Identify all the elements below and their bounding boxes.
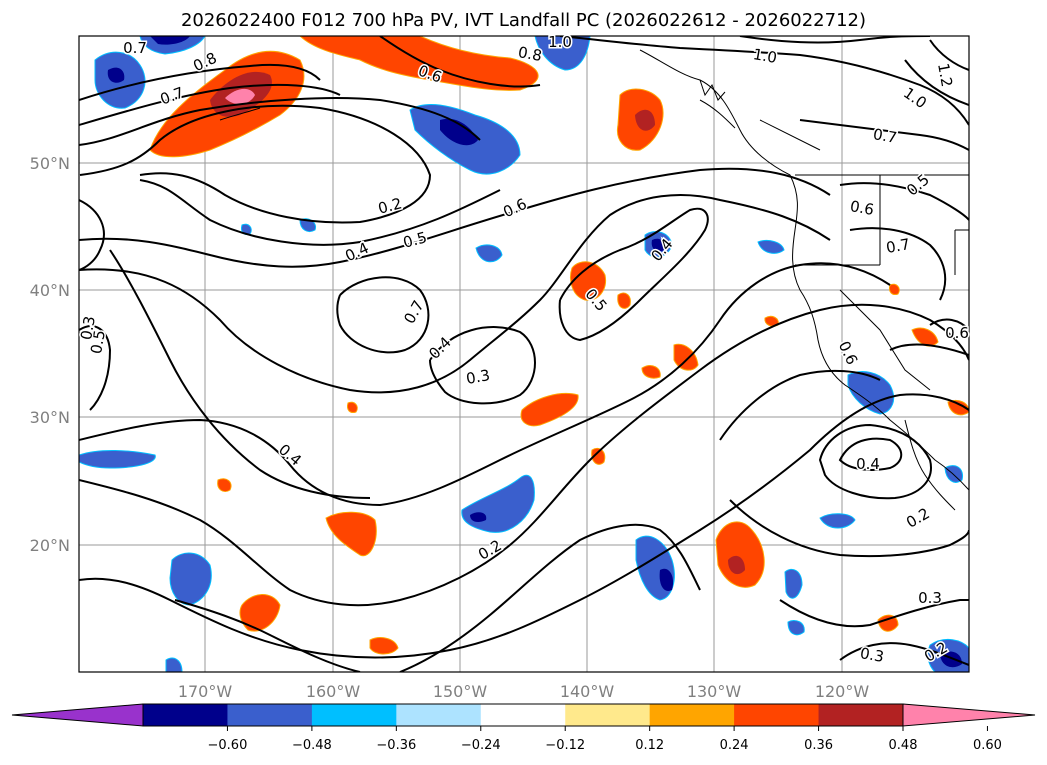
negative-core	[440, 118, 478, 146]
positive-patch	[325, 511, 377, 557]
contour-label: 0.3	[918, 589, 942, 607]
contour-label: 0.5	[87, 329, 109, 356]
colorbar-tick-label: −0.36	[376, 738, 416, 753]
negative-patch	[169, 552, 212, 606]
positive-patch	[217, 478, 232, 493]
colorbar-tick-labels: −0.60 −0.48 −0.36 −0.24 −0.12 0.12 0.24 0.36 0.4…	[208, 726, 1002, 753]
contour-label: 0.3	[859, 644, 886, 666]
negative-core	[470, 512, 487, 523]
negative-patch	[787, 619, 805, 636]
lon-label: 160°W	[306, 682, 361, 701]
colorbar	[11, 703, 1036, 727]
lon-label: 150°W	[433, 682, 488, 701]
positive-patch	[369, 637, 399, 655]
plot-title: 2026022400 F012 700 hPa PV, IVT Landfall…	[180, 10, 867, 31]
colorbar-tick-label: −0.12	[545, 738, 585, 753]
contour-label: 1.0	[548, 33, 572, 51]
positive-patch	[617, 292, 631, 309]
contour-label: 0.8	[517, 43, 544, 65]
colorbar-extend-high	[902, 703, 1036, 727]
colorbar-segment	[396, 704, 482, 726]
pv-contours	[79, 36, 969, 672]
lon-label: 120°W	[815, 682, 870, 701]
contour-label: 0.4	[856, 455, 880, 473]
negative-patch	[475, 244, 503, 263]
contour-label: 1.2	[934, 62, 956, 89]
colorbar-segment	[818, 704, 904, 726]
colorbar-segment	[311, 704, 397, 726]
coastlines	[219, 49, 969, 511]
colorbar-segment	[227, 704, 313, 726]
colorbar-tick-label: 0.24	[720, 738, 749, 753]
map-frame	[78, 35, 970, 673]
lat-label: 50°N	[30, 154, 70, 173]
colorbar-tick-label: 0.60	[973, 738, 1002, 753]
negative-core	[150, 36, 190, 45]
colorbar-tick-label: −0.24	[461, 738, 501, 753]
negative-patch	[819, 513, 856, 529]
colorbar-tick-label: −0.60	[208, 738, 248, 753]
positive-patch	[947, 399, 969, 416]
negative-patch	[534, 36, 591, 71]
latitude-labels: 50°N 40°N 30°N 20°N	[30, 154, 70, 555]
contour-label: 0.6	[849, 197, 876, 219]
lat-label: 40°N	[30, 281, 70, 300]
positive-patch	[889, 283, 900, 295]
colorbar-segment	[649, 704, 735, 726]
negative-patch	[757, 239, 785, 254]
lat-label: 20°N	[30, 536, 70, 555]
colorbar-tick-label: 0.36	[804, 738, 833, 753]
colorbar-tick-label: 0.12	[635, 738, 664, 753]
contour-label: 0.7	[885, 235, 912, 257]
positive-patch	[641, 365, 661, 379]
lon-label: 130°W	[687, 682, 742, 701]
contour-label: 0.7	[872, 125, 899, 147]
colorbar-extend-low	[11, 703, 144, 727]
colorbar-tick-label: 0.48	[889, 738, 918, 753]
positive-peak	[225, 88, 255, 105]
lon-label: 140°W	[560, 682, 615, 701]
contour-label: 0.6	[945, 324, 969, 342]
lat-label: 30°N	[30, 408, 70, 427]
longitude-labels: 170°W 160°W 150°W 140°W 130°W 120°W	[178, 682, 870, 701]
lon-label: 170°W	[178, 682, 233, 701]
positive-patch	[877, 614, 899, 632]
colorbar-tick-label: −0.48	[292, 738, 332, 753]
positive-core	[728, 555, 745, 575]
positive-patch	[673, 343, 699, 371]
negative-core	[107, 67, 125, 83]
positive-patch	[570, 261, 607, 301]
positive-patch	[347, 401, 358, 413]
negative-core	[659, 568, 674, 591]
positive-patch	[715, 521, 765, 588]
positive-core	[635, 109, 655, 131]
negative-patch	[299, 218, 317, 233]
colorbar-outline	[142, 703, 904, 727]
colorbar-segment	[480, 704, 566, 726]
negative-patch	[847, 371, 895, 415]
colorbar-segment	[565, 704, 651, 726]
colorbar-segment	[734, 704, 820, 726]
contour-label: 0.7	[123, 39, 147, 57]
negative-patch	[784, 568, 803, 599]
colorbar-segment	[143, 704, 228, 726]
positive-patch	[299, 36, 539, 91]
positive-patch	[239, 594, 281, 632]
negative-core	[651, 238, 665, 252]
positive-patch	[520, 393, 579, 427]
negative-patch	[79, 449, 156, 469]
negative-patch	[165, 657, 183, 672]
positive-patch	[911, 327, 939, 347]
